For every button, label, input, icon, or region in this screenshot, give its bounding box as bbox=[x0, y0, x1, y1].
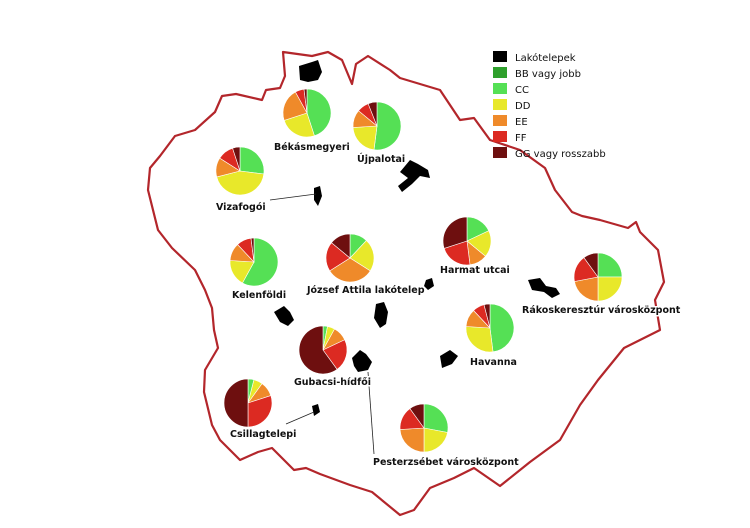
estate-shape-gubacs bbox=[352, 350, 372, 372]
estate-labels: Békásmegyeri Újpalotai Vizafogói Kelenfö… bbox=[215, 141, 683, 470]
pie-slice-cc bbox=[373, 101, 402, 151]
pie-slice-cc bbox=[489, 303, 515, 353]
legend-swatch-dd bbox=[493, 99, 507, 110]
estate-label-vizafogoi: Vizafogói bbox=[216, 202, 266, 213]
pie-harmat-utcai bbox=[442, 216, 492, 266]
pie-slice-dd bbox=[349, 240, 375, 272]
pie-slice-ee bbox=[399, 427, 425, 453]
estate-label-havanna: Havanna bbox=[470, 357, 517, 368]
pie-slice-dd bbox=[216, 170, 265, 196]
pie-slice-gg-vagy-rosszabb bbox=[223, 378, 249, 428]
pie-slice-cc bbox=[423, 403, 449, 433]
pie-slice-cc bbox=[597, 252, 623, 278]
estate-label-kelenfoldi: Kelenföldi bbox=[232, 290, 286, 301]
pie-slice-cc bbox=[239, 146, 265, 175]
housing-estate-shapes bbox=[274, 60, 560, 416]
legend-swatch-gg bbox=[493, 147, 507, 158]
legend-swatch-ee bbox=[493, 115, 507, 126]
estate-label-gubacsi: Gubacsi-hídfői bbox=[294, 377, 371, 388]
pie-slice-gg-vagy-rosszabb bbox=[331, 233, 351, 259]
estate-shape-kelenfold bbox=[274, 306, 294, 326]
estate-shape-vizafogo bbox=[314, 186, 322, 206]
legend-swatch-lakotelepek bbox=[493, 51, 507, 62]
legend-swatch-bb bbox=[493, 67, 507, 78]
pie-slice-gg-vagy-rosszabb bbox=[303, 88, 308, 114]
pie-bekasmegyeri bbox=[282, 88, 332, 138]
legend-label-bb: BB vagy jobb bbox=[515, 69, 581, 80]
estate-shape-jozsef-attila bbox=[374, 302, 388, 328]
pie-gubacsi-hidfoi bbox=[298, 325, 348, 375]
legend-label-ff: FF bbox=[515, 133, 527, 144]
city-boundary bbox=[146, 50, 666, 517]
estate-shape-havanna bbox=[440, 350, 458, 368]
pie-slice-ee bbox=[282, 91, 308, 121]
pie-csillagtelepi bbox=[223, 378, 273, 428]
pie-charts bbox=[215, 88, 623, 453]
pie-slice-ff bbox=[322, 339, 348, 370]
pie-havanna bbox=[465, 303, 515, 353]
estate-label-csillagtelepi: Csillagtelepi bbox=[230, 429, 296, 440]
pie-slice-ee bbox=[574, 276, 599, 302]
pie-slice-dd bbox=[283, 112, 315, 138]
estate-label-bekasmegyeri: Békásmegyeri bbox=[274, 142, 350, 153]
pie-slice-dd bbox=[423, 427, 448, 453]
legend-swatch-cc bbox=[493, 83, 507, 94]
legend-label-gg: GG vagy rosszabb bbox=[515, 149, 606, 160]
estate-shape-harmat bbox=[424, 278, 434, 290]
estate-label-pesterzsebet: Pesterzsébet városközpont bbox=[373, 457, 519, 468]
pie-vizafogoi bbox=[215, 146, 265, 196]
pie-rakoskeresztur-varoskozpont bbox=[573, 252, 623, 302]
legend: Lakótelepek BB vagy jobb CC DD EE FF GG … bbox=[493, 51, 606, 160]
estate-label-harmat: Harmat utcai bbox=[440, 265, 510, 276]
pie-slice-ff bbox=[443, 240, 471, 266]
pie-slice-gg-vagy-rosszabb bbox=[442, 216, 468, 249]
pie-pesterzsebet-varoskozpont bbox=[399, 403, 449, 453]
legend-swatch-ff bbox=[493, 131, 507, 142]
estate-label-jozsef-attila: József Attila lakótelep bbox=[306, 285, 425, 296]
pie-slice-gg-vagy-rosszabb bbox=[232, 146, 241, 172]
pie-slice-gg-vagy-rosszabb bbox=[409, 403, 425, 429]
legend-label-dd: DD bbox=[515, 101, 531, 112]
pie-slice-gg-vagy-rosszabb bbox=[583, 252, 599, 278]
pie-slice-gg-vagy-rosszabb bbox=[367, 101, 378, 127]
estate-shape-bekasmegyer bbox=[299, 60, 322, 82]
legend-label-cc: CC bbox=[515, 85, 529, 96]
pie-slice-gg-vagy-rosszabb bbox=[298, 325, 338, 375]
pie-slice-dd bbox=[352, 125, 378, 151]
pie-kelenfoldi bbox=[229, 237, 279, 287]
estate-shape-rakoskeresztur bbox=[528, 278, 560, 298]
pie-slice-dd bbox=[597, 276, 623, 302]
estate-label-ujpalotai: Újpalotai bbox=[357, 153, 405, 165]
legend-label-ee: EE bbox=[515, 117, 528, 128]
pie-slice-gg-vagy-rosszabb bbox=[483, 303, 491, 329]
leader-lines bbox=[269, 193, 375, 455]
pie-slice-ff bbox=[247, 395, 273, 428]
estate-shape-csillagtelep bbox=[312, 404, 320, 416]
pie-slice-cc bbox=[242, 237, 279, 287]
estate-label-rakoskeresztur: Rákoskeresztúr városközpont bbox=[522, 305, 681, 316]
pie-jozsef-attila-lakotelep bbox=[325, 233, 375, 283]
legend-label-lakotelepek: Lakótelepek bbox=[515, 52, 576, 64]
estate-shape-ujpalota bbox=[398, 160, 430, 192]
pie-slice-cc bbox=[306, 88, 332, 137]
pie-slice-gg-vagy-rosszabb bbox=[250, 237, 255, 263]
pie-slice-dd bbox=[465, 326, 494, 353]
pie-ujpalotai bbox=[352, 101, 402, 151]
pie-slice-ee bbox=[329, 257, 371, 283]
